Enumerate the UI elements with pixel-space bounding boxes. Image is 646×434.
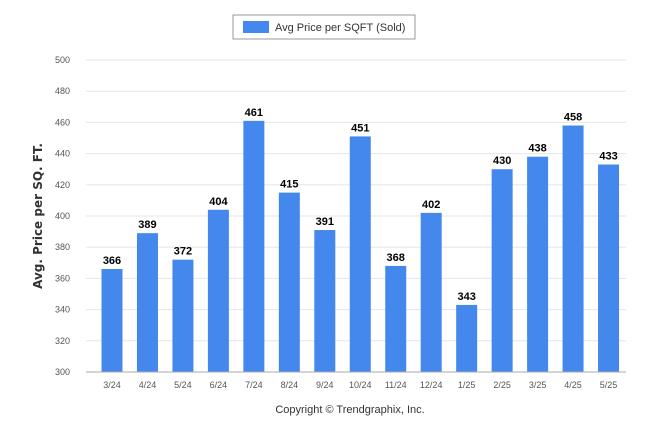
- data-label: 402: [422, 199, 440, 211]
- x-tick-label: 5/24: [174, 380, 192, 390]
- x-tick-label: 4/24: [139, 380, 157, 390]
- bar: [562, 125, 584, 373]
- y-tick-label: 360: [55, 273, 70, 283]
- x-tick-label: 11/24: [385, 380, 407, 390]
- x-tick-label: 5/25: [600, 380, 618, 390]
- data-labels: 366 389 372 404 461 415 391 451 368 402 343 430 438 4…: [103, 107, 618, 303]
- bar: [314, 230, 336, 372]
- y-tick-label: 440: [55, 149, 70, 159]
- bar: [172, 259, 194, 372]
- legend-swatch: [243, 21, 269, 33]
- data-label: 461: [245, 107, 263, 119]
- bar: [420, 212, 442, 372]
- bar: [101, 269, 123, 372]
- x-axis-ticks: 3/24 4/24 5/24 6/24 7/24 8/24 9/24 10/24 11/24 12…: [103, 380, 617, 390]
- x-tick-label: 2/25: [493, 380, 511, 390]
- y-tick-label: 380: [55, 242, 70, 252]
- bar: [136, 233, 158, 372]
- bar: [243, 120, 265, 372]
- bar: [598, 164, 620, 372]
- data-label: 433: [599, 151, 617, 163]
- bar: [349, 136, 371, 372]
- y-tick-label: 480: [55, 86, 70, 96]
- data-label: 451: [351, 122, 369, 134]
- data-label: 372: [174, 246, 192, 258]
- y-tick-label: 300: [55, 367, 70, 377]
- legend: Avg Price per SQFT (Sold): [232, 14, 416, 40]
- x-tick-label: 3/25: [529, 380, 547, 390]
- x-tick-label: 10/24: [349, 380, 372, 390]
- bar: [207, 209, 229, 372]
- y-tick-label: 400: [55, 211, 70, 221]
- bar: [491, 169, 513, 372]
- data-label: 430: [493, 155, 511, 167]
- data-label: 458: [564, 112, 582, 124]
- y-tick-label: 420: [55, 180, 70, 190]
- x-tick-label: 12/24: [420, 380, 443, 390]
- y-axis-label: Avg. Price per SQ. FT.: [31, 143, 45, 289]
- bar: [456, 304, 478, 372]
- y-tick-label: 340: [55, 305, 70, 315]
- data-label: 389: [138, 219, 156, 231]
- bar: [527, 156, 549, 372]
- x-tick-label: 8/24: [281, 380, 299, 390]
- bars: [101, 120, 620, 373]
- x-tick-label: 7/24: [245, 380, 263, 390]
- data-label: 343: [457, 291, 475, 303]
- y-tick-label: 320: [55, 336, 70, 346]
- bar: [278, 192, 300, 372]
- y-axis-ticks: 300 320 340 360 380 400 420 440 460 480 500: [55, 55, 70, 377]
- x-tick-label: 3/24: [103, 380, 121, 390]
- x-tick-label: 4/25: [564, 380, 582, 390]
- data-label: 391: [316, 216, 334, 228]
- data-label: 366: [103, 255, 121, 267]
- x-tick-label: 6/24: [210, 380, 228, 390]
- copyright-text: Copyright © Trendgraphix, Inc.: [275, 404, 424, 416]
- data-label: 415: [280, 179, 298, 191]
- x-tick-label: 9/24: [316, 380, 334, 390]
- data-label: 404: [209, 196, 228, 208]
- y-tick-label: 460: [55, 117, 70, 127]
- data-label: 368: [387, 252, 405, 264]
- y-tick-label: 500: [55, 55, 70, 65]
- bar: [385, 265, 407, 372]
- legend-label: Avg Price per SQFT (Sold): [275, 22, 405, 34]
- data-label: 438: [528, 143, 546, 155]
- x-tick-label: 1/25: [458, 380, 476, 390]
